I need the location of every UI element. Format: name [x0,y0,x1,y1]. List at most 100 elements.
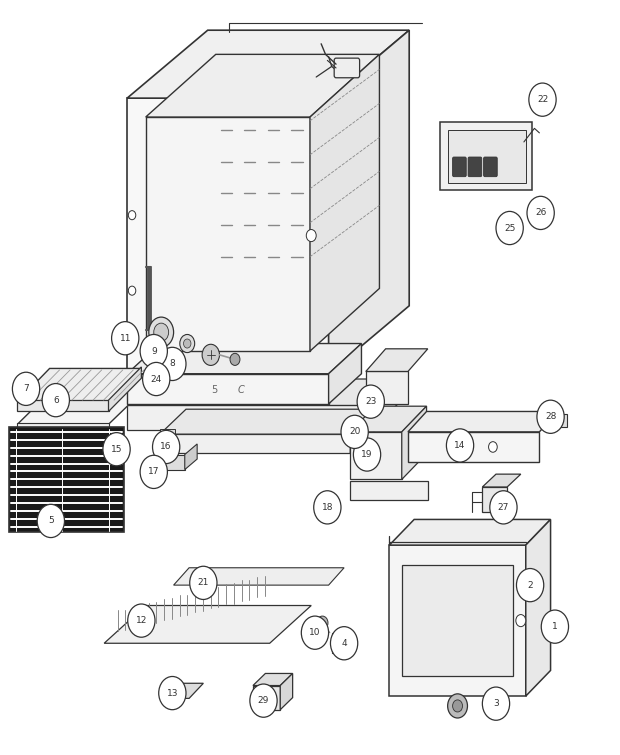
Polygon shape [127,30,409,98]
Text: 2: 2 [527,581,533,590]
Circle shape [37,504,64,538]
Circle shape [516,615,526,627]
Circle shape [184,339,191,348]
Text: 6: 6 [53,396,59,405]
Polygon shape [440,122,532,190]
Polygon shape [366,393,378,404]
Circle shape [128,604,155,637]
Polygon shape [482,487,507,512]
Polygon shape [146,117,310,351]
FancyBboxPatch shape [334,58,360,78]
Polygon shape [127,379,398,405]
Polygon shape [366,371,408,404]
Polygon shape [146,54,379,117]
Circle shape [128,211,136,220]
Text: 8: 8 [169,359,175,368]
Polygon shape [17,423,108,430]
Text: 1: 1 [552,622,558,631]
Text: 23: 23 [365,397,376,406]
Polygon shape [17,400,108,411]
Text: 28: 28 [545,412,556,421]
Polygon shape [329,30,409,374]
Circle shape [154,323,169,341]
Polygon shape [127,98,329,374]
Polygon shape [389,519,551,545]
Polygon shape [162,683,203,698]
Circle shape [462,442,471,452]
Text: 9: 9 [151,347,157,356]
Text: 4: 4 [341,639,347,648]
Polygon shape [482,474,521,487]
Text: 10: 10 [309,628,321,637]
Circle shape [190,566,217,599]
Text: 20: 20 [349,427,360,436]
Text: 21: 21 [198,578,209,587]
Text: eReplacementParts.com: eReplacementParts.com [187,437,297,446]
Circle shape [301,616,329,649]
Circle shape [42,384,69,417]
Circle shape [140,455,167,488]
Circle shape [306,230,316,242]
Circle shape [143,362,170,396]
Polygon shape [541,414,567,427]
Text: 14: 14 [454,441,466,450]
Circle shape [202,344,219,365]
Circle shape [314,491,341,524]
Polygon shape [127,374,329,404]
Polygon shape [389,545,526,696]
Polygon shape [408,411,558,432]
Polygon shape [161,455,185,470]
Polygon shape [127,405,369,430]
Polygon shape [160,429,175,439]
Polygon shape [350,432,402,479]
Text: 15: 15 [111,445,122,454]
Text: 29: 29 [258,696,269,705]
Polygon shape [329,344,361,404]
Circle shape [496,211,523,245]
Polygon shape [108,367,141,411]
Polygon shape [253,673,293,686]
Polygon shape [350,406,427,432]
Polygon shape [310,54,379,351]
Polygon shape [369,379,398,430]
Polygon shape [17,368,141,402]
Text: C: C [237,384,244,395]
Circle shape [149,317,174,347]
Circle shape [250,684,277,717]
Polygon shape [350,409,377,453]
Polygon shape [185,444,197,470]
Circle shape [153,430,180,464]
Circle shape [353,438,381,471]
Text: 11: 11 [120,334,131,343]
Polygon shape [160,409,377,434]
Text: 12: 12 [136,616,147,625]
Polygon shape [402,406,427,479]
Circle shape [330,627,358,660]
Text: 19: 19 [361,450,373,459]
FancyBboxPatch shape [453,157,466,177]
Text: 7: 7 [23,384,29,393]
Polygon shape [9,427,124,532]
Circle shape [317,616,328,630]
Circle shape [490,491,517,524]
Polygon shape [174,568,344,585]
Circle shape [357,385,384,418]
Polygon shape [448,130,526,183]
Polygon shape [366,349,428,371]
Circle shape [103,433,130,466]
FancyBboxPatch shape [468,157,482,177]
Text: 26: 26 [535,208,546,217]
Circle shape [527,196,554,230]
Text: 27: 27 [498,503,509,512]
Text: 17: 17 [148,467,159,476]
Circle shape [482,687,510,720]
Text: 3: 3 [493,699,499,708]
Polygon shape [402,565,513,676]
Circle shape [159,347,186,381]
Text: 25: 25 [504,223,515,233]
Circle shape [12,372,40,405]
Circle shape [453,700,463,712]
Circle shape [112,322,139,355]
Circle shape [448,694,467,718]
Circle shape [489,442,497,452]
